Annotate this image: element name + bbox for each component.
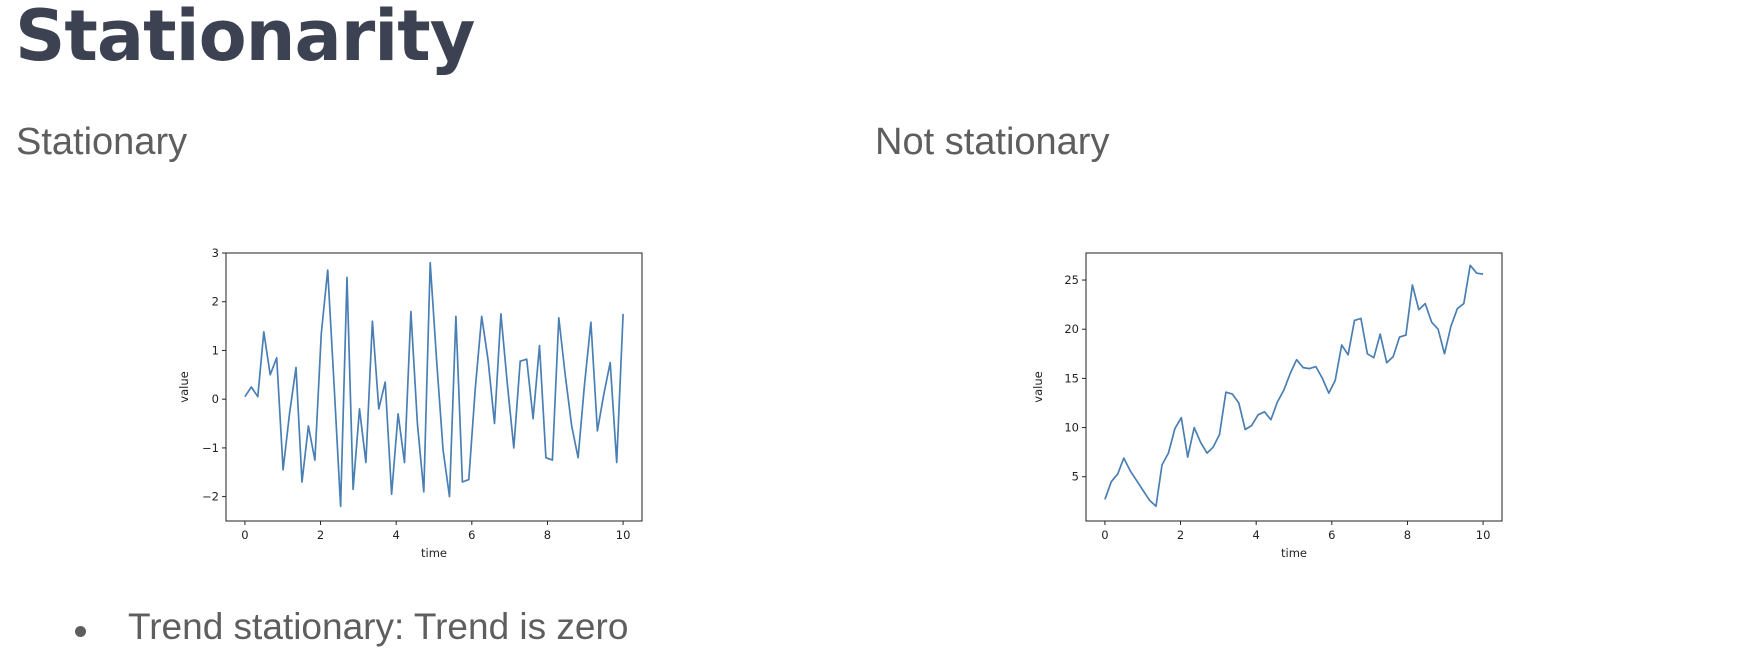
x-tick-label: 8: [1404, 528, 1411, 542]
axes-frame: [225, 252, 643, 522]
y-tick-label: 2: [212, 295, 219, 309]
bullet-list: Trend stationary: Trend is zero: [72, 605, 628, 649]
x-tick-label: 0: [241, 528, 248, 542]
y-tick-label: −2: [202, 490, 219, 504]
y-axis-label: value: [1031, 371, 1045, 402]
y-tick-label: 20: [1064, 322, 1079, 336]
y-tick-label: 5: [1072, 470, 1079, 484]
y-tick-label: 10: [1064, 421, 1079, 435]
x-axis-label: time: [421, 546, 447, 560]
x-tick-label: 0: [1101, 528, 1108, 542]
bullet-item: Trend stationary: Trend is zero: [72, 605, 628, 649]
x-tick-label: 6: [1328, 528, 1335, 542]
x-tick-label: 4: [393, 528, 400, 542]
x-tick-label: 10: [616, 528, 631, 542]
y-tick-label: 25: [1064, 273, 1079, 287]
not-stationary-heading: Not stationary: [875, 121, 1110, 163]
x-axis-label: time: [1281, 546, 1307, 560]
series-line-not-stationary: [1104, 264, 1484, 508]
slide-title: Stationarity: [15, 0, 475, 77]
x-tick-label: 8: [544, 528, 551, 542]
y-tick-label: 15: [1064, 371, 1079, 385]
axes-frame: [1085, 252, 1503, 522]
y-axis-label: value: [177, 371, 191, 402]
y-tick-label: 3: [212, 246, 219, 260]
not-stationary-chart: 0 2 4 6 8 10 5 10 15 20 25 time value: [1031, 252, 1503, 560]
stationary-chart: 0 2 4 6 8 10 −2 −1 0 1 2 3 time value: [177, 246, 643, 560]
x-tick-label: 2: [317, 528, 324, 542]
y-tick-label: 1: [212, 343, 219, 357]
x-tick-label: 2: [1177, 528, 1184, 542]
x-tick-label: 6: [468, 528, 475, 542]
stationary-heading: Stationary: [16, 121, 188, 163]
y-tick-label: 0: [212, 392, 219, 406]
series-line-stationary: [244, 261, 624, 508]
x-tick-label: 4: [1253, 528, 1260, 542]
y-tick-label: −1: [202, 441, 219, 455]
bullet-text: Trend stationary: Trend is zero: [128, 606, 629, 647]
bullet-dot-icon: [75, 626, 86, 637]
x-tick-label: 10: [1476, 528, 1491, 542]
